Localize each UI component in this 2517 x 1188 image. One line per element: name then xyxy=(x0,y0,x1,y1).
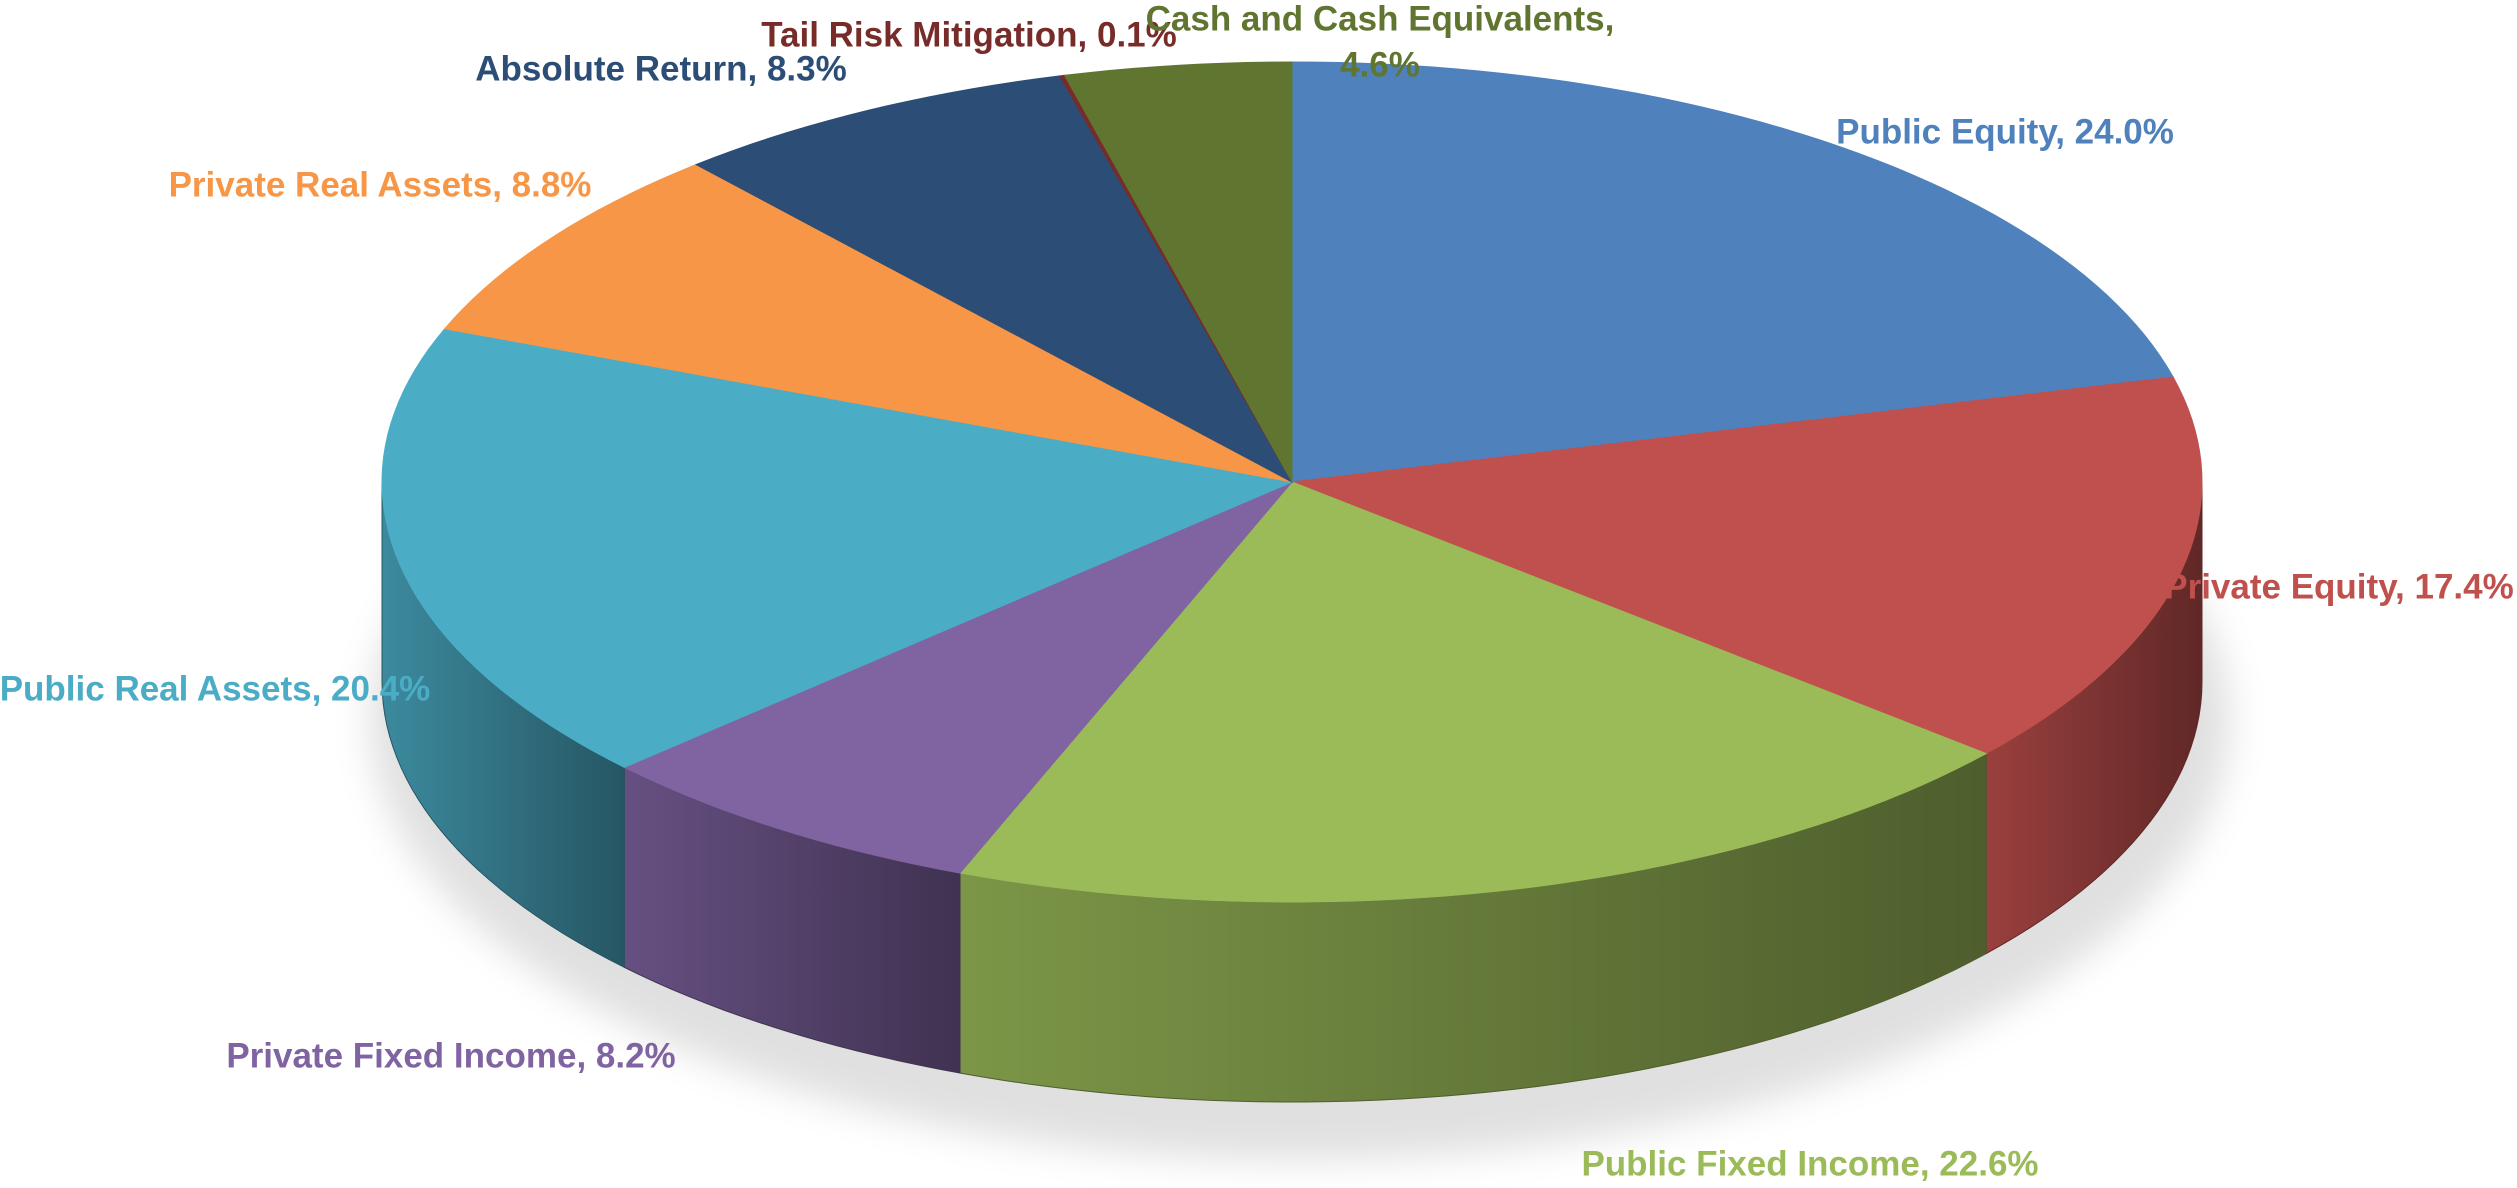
slice xyxy=(1063,61,1293,484)
data-label: Public Equity, 24.0% xyxy=(1836,112,2174,152)
data-label: Private Fixed Income, 8.2% xyxy=(226,1036,676,1076)
slice xyxy=(443,164,1293,483)
data-label: Tail Risk Mitigation, 0.1% xyxy=(761,15,1177,55)
data-label: Absolute Return, 8.3% xyxy=(475,49,847,89)
data-label: Public Fixed Income, 22.6% xyxy=(1581,1144,2039,1184)
slice xyxy=(1291,376,2203,755)
data-label: Private Real Assets, 8.8% xyxy=(168,165,592,205)
data-label: Public Real Assets, 20.4% xyxy=(0,669,431,709)
slice xyxy=(694,75,1294,484)
slice xyxy=(959,481,1988,903)
slice xyxy=(381,328,1294,768)
data-label: Cash and Cash Equivalents, 4.6% xyxy=(1145,0,1615,84)
slice xyxy=(1291,61,2174,483)
data-label: Private Equity, 17.4% xyxy=(2164,567,2514,607)
slice xyxy=(623,481,1293,874)
